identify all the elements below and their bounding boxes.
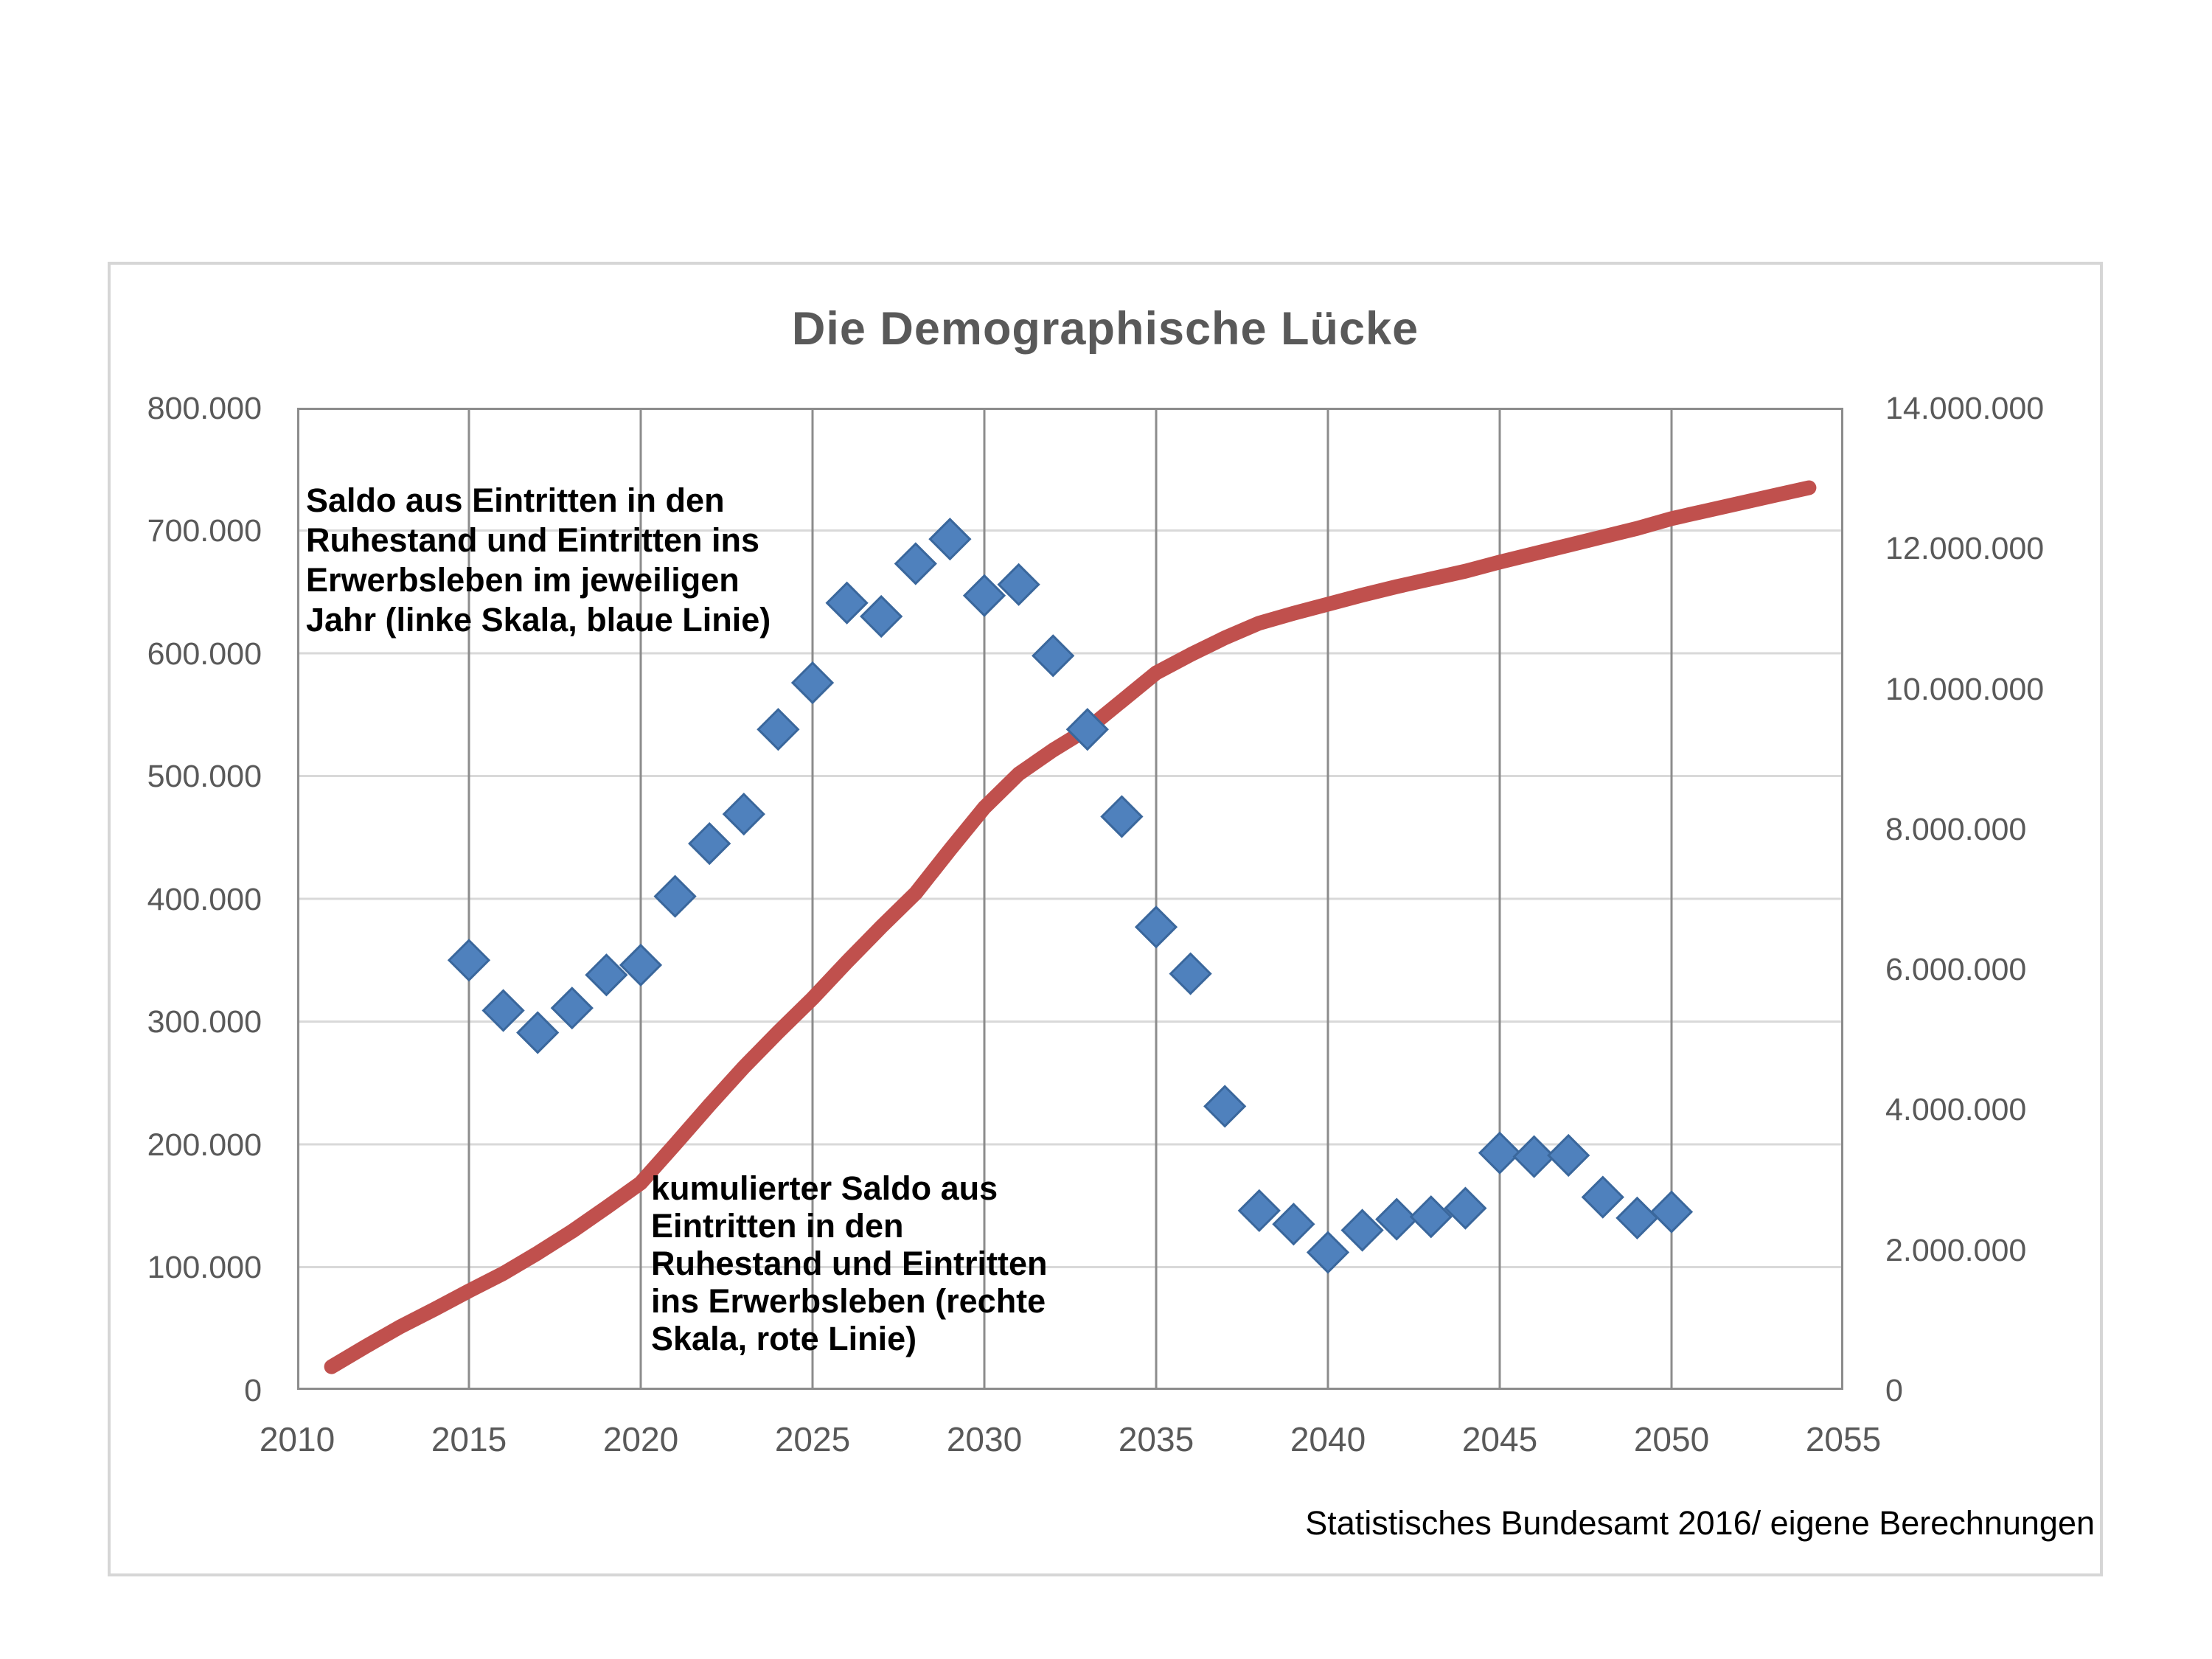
blue-diamond-marker: [585, 953, 628, 997]
blue-diamond-marker: [1444, 1186, 1487, 1230]
blue-diamond-marker: [1169, 952, 1212, 995]
red-cumulative-line: [324, 480, 1817, 1374]
blue-diamond-marker: [550, 987, 594, 1030]
blue-diamond-marker: [1032, 634, 1075, 678]
blue-diamond-marker: [722, 792, 765, 836]
right-axis-tick: 2.000.000: [1885, 1233, 2027, 1268]
blue-diamond-marker: [1649, 1190, 1694, 1234]
blue-diamond-marker: [757, 708, 800, 751]
blue-diamond-marker: [1409, 1195, 1453, 1239]
left-axis-tick: 400.000: [147, 882, 262, 917]
x-axis-tick: 2045: [1461, 1420, 1538, 1458]
blue-diamond-marker: [1203, 1085, 1247, 1128]
blue-diamond-marker: [1272, 1203, 1315, 1246]
right-axis-tick: 4.000.000: [1885, 1092, 2027, 1127]
left-axis-tick: 0: [244, 1373, 262, 1408]
source-credit: Statistisches Bundesamt 2016/ eigene Ber…: [1305, 1504, 2095, 1542]
left-axis-tick: 600.000: [147, 636, 262, 672]
annotation-blue-series: Saldo aus Eintritten in den Ruhestand un…: [306, 481, 771, 639]
left-axis-tick: 500.000: [147, 759, 262, 794]
chart-plot-area: [297, 408, 1843, 1390]
blue-diamond-marker: [1065, 708, 1109, 751]
blue-diamond-marker: [1100, 795, 1144, 838]
x-axis-tick: 2055: [1805, 1420, 1882, 1458]
x-axis-tick: 2025: [774, 1420, 851, 1458]
right-axis-tick: 10.000.000: [1885, 672, 2045, 707]
blue-diamond-marker: [825, 581, 869, 625]
blue-diamond-marker: [619, 943, 663, 987]
blue-diamond-marker: [997, 563, 1040, 606]
left-axis-tick: 700.000: [147, 513, 262, 549]
x-axis-tick: 2020: [602, 1420, 679, 1458]
blue-diamond-marker: [1306, 1231, 1350, 1274]
right-axis-tick: 12.000.000: [1885, 531, 2045, 566]
blue-diamond-marker: [481, 989, 525, 1032]
blue-diamond-marker: [1134, 905, 1178, 949]
blue-diamond-marker: [894, 542, 937, 585]
blue-diamond-marker: [928, 518, 972, 561]
x-axis-tick: 2035: [1118, 1420, 1194, 1458]
annotation-red-series: kumulierter Saldo aus Eintritten in den …: [651, 1169, 1048, 1357]
blue-diamond-marker: [962, 574, 1006, 617]
chart-frame: [108, 262, 2103, 1576]
blue-diamond-marker: [860, 594, 903, 639]
x-axis-tick: 2010: [259, 1420, 335, 1458]
left-axis-tick: 300.000: [147, 1004, 262, 1040]
right-axis-tick: 8.000.000: [1885, 812, 2027, 847]
plot-border: [297, 408, 1843, 1390]
blue-diamond-marker: [1340, 1208, 1384, 1252]
blue-diamond-marker: [1237, 1189, 1281, 1233]
blue-diamond-marker: [1478, 1131, 1522, 1175]
chart-title: Die Demographische Lücke: [791, 303, 1419, 355]
blue-diamond-marker: [688, 821, 731, 866]
right-axis-tick: 0: [1885, 1373, 1903, 1408]
right-axis-tick: 14.000.000: [1885, 391, 2045, 426]
x-axis-tick: 2015: [431, 1420, 507, 1458]
blue-diamond-marker: [516, 1011, 560, 1054]
x-axis-tick: 2040: [1290, 1420, 1366, 1458]
left-axis-tick: 100.000: [147, 1250, 262, 1285]
blue-diamond-marker: [790, 661, 835, 705]
blue-diamond-marker: [1512, 1135, 1556, 1178]
blue-diamond-marker: [653, 874, 697, 918]
right-axis-tick: 6.000.000: [1885, 952, 2027, 987]
blue-diamond-marker: [1615, 1196, 1659, 1240]
left-axis-tick: 200.000: [147, 1127, 262, 1163]
blue-diamond-marker: [447, 939, 491, 982]
x-axis-tick: 2030: [946, 1420, 1023, 1458]
blue-diamond-marker: [1581, 1175, 1624, 1219]
x-axis-tick: 2050: [1633, 1420, 1710, 1458]
blue-diamond-marker: [1547, 1133, 1590, 1178]
left-axis-tick: 800.000: [147, 391, 262, 426]
blue-diamond-marker: [1375, 1197, 1419, 1241]
